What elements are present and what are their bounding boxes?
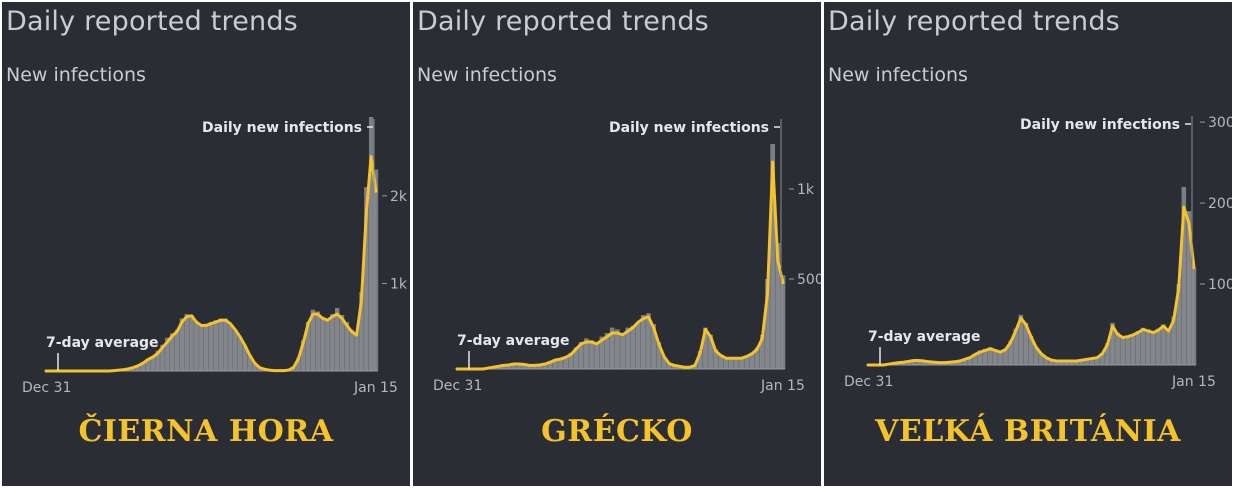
panel-greece: Daily reported trends New infections 500… bbox=[413, 2, 821, 486]
country-label: ČIERNA HORA bbox=[78, 414, 334, 449]
seven-day-average-line bbox=[44, 154, 378, 373]
panel-united-kingdom: Daily reported trends New infections 100… bbox=[824, 2, 1232, 486]
bar-annotation-label: Daily new infections bbox=[609, 120, 769, 136]
country-label: VEĽKÁ BRITÁNIA bbox=[875, 414, 1181, 449]
panel-montenegro: Daily reported trends New infections 1k 2… bbox=[2, 2, 410, 486]
seven-day-average-line bbox=[866, 205, 1196, 367]
panel-subtitle: New infections bbox=[828, 64, 968, 86]
y-tick-label: 1k bbox=[390, 276, 408, 292]
x-tick-label: Jan 15 bbox=[1171, 374, 1216, 390]
bar-annotation-label: Daily new infections bbox=[202, 120, 362, 136]
y-tick-label: 100k bbox=[1208, 277, 1232, 293]
panel-title: Daily reported trends bbox=[828, 6, 1120, 37]
y-tick-label: 500 bbox=[797, 272, 821, 288]
x-tick-label: Dec 31 bbox=[433, 378, 482, 394]
average-annotation-label: 7-day average bbox=[46, 335, 159, 351]
x-tick-label: Jan 15 bbox=[353, 380, 398, 396]
x-tick-label: Dec 31 bbox=[844, 374, 893, 390]
y-tick-label: 300k bbox=[1208, 115, 1232, 131]
panel-title: Daily reported trends bbox=[6, 6, 298, 37]
seven-day-average-line bbox=[455, 160, 785, 371]
infections-chart: 500 1k Dec 31 Jan 15 Daily new infections 7-d… bbox=[433, 119, 821, 394]
panel-title: Daily reported trends bbox=[417, 6, 709, 37]
average-annotation-label: 7-day average bbox=[457, 333, 570, 349]
bar-annotation-label: Daily new infections bbox=[1020, 117, 1180, 133]
country-label: GRÉCKO bbox=[541, 414, 693, 449]
y-tick-label: 2k bbox=[390, 189, 408, 205]
panel-subtitle: New infections bbox=[6, 64, 146, 86]
infections-chart: 100k 200k 300k Dec 31 Jan 15 Daily new infect… bbox=[844, 115, 1232, 390]
y-tick-label: 200k bbox=[1208, 196, 1232, 212]
average-area bbox=[868, 207, 1194, 365]
y-tick-label: 1k bbox=[797, 182, 815, 198]
x-tick-label: Dec 31 bbox=[22, 380, 71, 396]
average-annotation-label: 7-day average bbox=[868, 329, 981, 345]
x-tick-label: Jan 15 bbox=[760, 378, 805, 394]
panel-subtitle: New infections bbox=[417, 64, 557, 86]
infections-chart: 1k 2k Dec 31 Jan 15 Daily new infections 7-da… bbox=[22, 117, 408, 396]
average-area bbox=[46, 156, 376, 371]
